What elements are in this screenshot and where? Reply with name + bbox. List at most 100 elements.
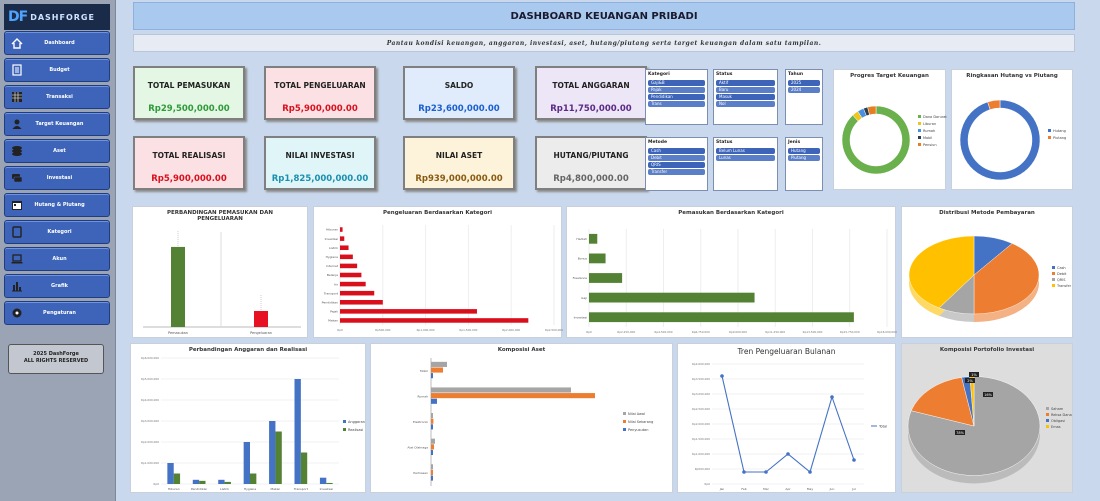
y-tick-label: Rp2,500,000: [692, 407, 710, 411]
legend-label: Piutang: [1053, 136, 1066, 140]
bar: [431, 449, 433, 456]
legend-label: Hutang: [1053, 129, 1066, 133]
y-tick-label: Pajak: [330, 310, 338, 314]
x-tick-label: Rp0: [586, 330, 592, 334]
data-point: [830, 395, 834, 399]
y-tick-label: Gaji: [581, 296, 587, 300]
chart-title: Komposisi Aset: [497, 347, 546, 353]
legend-label: Saham: [1051, 407, 1064, 411]
chart-title: Pemasukan Berdasarkan Kategori: [678, 210, 784, 216]
chart-title: Perbandingan Anggaran dan Realisasi: [188, 347, 308, 353]
bar: [243, 442, 250, 484]
legend-label: Reksa Dana: [1051, 413, 1072, 417]
nav-transaksi-button[interactable]: Transaksi: [4, 85, 110, 109]
expense-category-chart: Rp0 Rp500,000 Rp1,000,000 Rp1,500,000 Rp2,00…: [322, 225, 563, 332]
slicer-item[interactable]: Trans: [648, 101, 705, 107]
x-tick-label: Rp4,500,000: [655, 330, 673, 334]
nav-target-keuangan-button[interactable]: Target Keuangan: [4, 112, 110, 136]
nav-dashboard-button[interactable]: Dashboard: [4, 31, 110, 55]
kpi-title: SALDO: [444, 81, 474, 90]
bar: [431, 398, 437, 404]
hutang-chart-panel: Ringkasan Hutang vs Piutang Hutang Piutan…: [951, 69, 1073, 190]
legend-swatch: [1048, 129, 1051, 132]
legend-swatch: [623, 420, 626, 423]
slicer-item[interactable]: Baru: [716, 87, 775, 93]
x-tick-label: Rp1,000,000: [417, 328, 435, 332]
x-tick-label: Rp0: [337, 328, 343, 332]
kpi-value: Rp29,500,000.00: [148, 104, 230, 114]
nav-investasi-button[interactable]: Investasi: [4, 166, 110, 190]
slicer-item[interactable]: Transfer: [648, 169, 705, 175]
nav-label: Aset: [53, 148, 66, 154]
y-tick-label: Perhiasan: [413, 471, 428, 475]
y-tick-label: Rp6,000,000: [141, 356, 159, 360]
legend-label: Obligasi: [1051, 419, 1065, 423]
nav-aset-button[interactable]: Aset: [4, 139, 110, 163]
bar: [589, 312, 854, 323]
data-point: [764, 470, 768, 474]
bar: [250, 473, 257, 484]
kpi-title: NILAI INVESTASI: [285, 151, 355, 160]
slicer-item[interactable]: Aktif: [716, 80, 775, 86]
slicer-item[interactable]: Belum Lunas: [716, 148, 775, 154]
slicer-item[interactable]: Piutang: [788, 155, 820, 161]
x-tick-label: Pendidikan: [191, 487, 207, 491]
chart-title: Pengeluaran Berdasarkan Kategori: [383, 210, 492, 216]
legend-swatch: [918, 115, 921, 118]
x-tick-label: Rp15,750,000: [840, 330, 860, 334]
monthly-trend-chart: Rp0 Rp500,000 Rp1,000,000 Rp1,500,000 Rp2,00…: [692, 362, 887, 491]
slicer-item[interactable]: Pajak: [648, 87, 705, 93]
kpi-value: Rp5,900,000.00: [282, 104, 358, 114]
bar: [340, 236, 345, 241]
slicer-item[interactable]: Lunas: [716, 155, 775, 161]
x-tick-label: Listrik: [220, 487, 229, 491]
slicer-item[interactable]: Gaji&B: [648, 80, 705, 86]
legend-swatch: [1046, 413, 1049, 416]
slicer-item[interactable]: Nol: [716, 101, 775, 107]
y-tick-label: Rp3,000,000: [692, 392, 710, 396]
bar: [340, 318, 529, 323]
slicer-item[interactable]: 2024: [788, 87, 820, 93]
data-point: [720, 374, 724, 378]
home-icon: [10, 36, 24, 50]
y-tick-label: Makan: [328, 319, 338, 323]
nav-label: Hutang & Piutang: [34, 202, 85, 208]
user-icon: [10, 117, 24, 131]
slicer-item[interactable]: QRIS: [648, 162, 705, 168]
bar: [340, 245, 349, 250]
bar: [224, 481, 231, 484]
nav-akun-button[interactable]: Akun: [4, 247, 110, 271]
slicer-item[interactable]: Pendidikan: [648, 94, 705, 100]
income-expense-panel: PERBANDINGAN PEMASUKAN DAN PENGELUARAN P…: [132, 206, 308, 338]
slicer-item[interactable]: Hutang: [788, 148, 820, 154]
y-tick-label: Rp5,000,000: [141, 377, 159, 381]
laptop-icon: [10, 252, 24, 266]
nav-budget-button[interactable]: Budget: [4, 58, 110, 82]
slicer-item[interactable]: 2025: [788, 80, 820, 86]
bar: [431, 444, 434, 450]
kpi-value: Rp23,600,000.00: [418, 104, 500, 114]
data-label: 1%: [971, 373, 977, 377]
bar: [340, 263, 358, 269]
legend-swatch: [918, 136, 921, 139]
bar: [340, 254, 353, 260]
payment-slice: [908, 235, 975, 309]
legend-label: Nilai Awal: [628, 412, 645, 416]
nav-pengaturan-button[interactable]: Pengaturan: [4, 301, 110, 325]
legend-label: Rumah: [923, 129, 935, 133]
x-tick-label: Rp2,000,000: [502, 328, 520, 332]
footer-line2: ALL RIGHTS RESERVED: [23, 358, 89, 364]
y-tick-label: Rp0: [154, 482, 160, 486]
slicer-item[interactable]: Cash: [648, 148, 705, 154]
slicer-item[interactable]: Debit: [648, 155, 705, 161]
nav-hutang-piutang-button[interactable]: Hutang & Piutang: [4, 193, 110, 217]
legend-label: Debit: [1057, 272, 1067, 276]
legend-swatch: [1052, 278, 1055, 281]
nav-kategori-button[interactable]: Kategori: [4, 220, 110, 244]
budget-realization-panel: Perbandingan Anggaran dan Realisasi Rp0 R…: [130, 343, 366, 493]
slicer-title: Tahun: [788, 72, 804, 77]
bar: [340, 272, 362, 278]
kpi-title: TOTAL PENGELUARAN: [274, 81, 366, 90]
slicer-item[interactable]: Masuk: [716, 94, 775, 100]
nav-grafik-button[interactable]: Grafik: [4, 274, 110, 298]
